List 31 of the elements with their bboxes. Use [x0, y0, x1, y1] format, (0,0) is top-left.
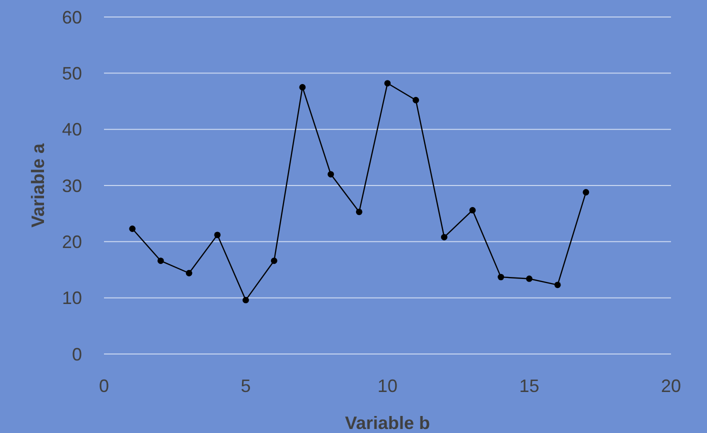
point: [412, 96, 420, 104]
x-tick-label: 5: [240, 376, 251, 396]
point: [526, 276, 532, 282]
point: [384, 80, 391, 86]
x-tick-label: 0: [98, 376, 110, 396]
y-tick-label: 30: [62, 176, 82, 196]
point: [554, 282, 561, 288]
point: [129, 226, 136, 232]
x-tick-label: 10: [377, 376, 398, 396]
point: [270, 258, 278, 264]
point: [582, 189, 590, 196]
point: [469, 207, 476, 214]
y-tick-label: 40: [62, 120, 82, 140]
y-tick-label: 0: [72, 344, 82, 364]
y-tick-label: 50: [62, 63, 82, 84]
y-axis-title: Variable a: [28, 142, 48, 228]
y-tick-label: 20: [62, 232, 82, 252]
x-axis-title: Variable b: [344, 413, 430, 433]
point: [214, 232, 221, 238]
point: [242, 296, 249, 304]
x-tick-label: 20: [660, 376, 682, 396]
point: [441, 234, 448, 240]
x-tick-label: 15: [519, 376, 540, 396]
point: [158, 258, 164, 264]
point: [186, 270, 192, 276]
point: [498, 274, 504, 280]
point: [299, 84, 306, 90]
y-tick-label: 60: [62, 7, 82, 28]
point: [356, 208, 362, 216]
y-tick-label: 10: [62, 288, 82, 308]
point: [328, 171, 334, 178]
